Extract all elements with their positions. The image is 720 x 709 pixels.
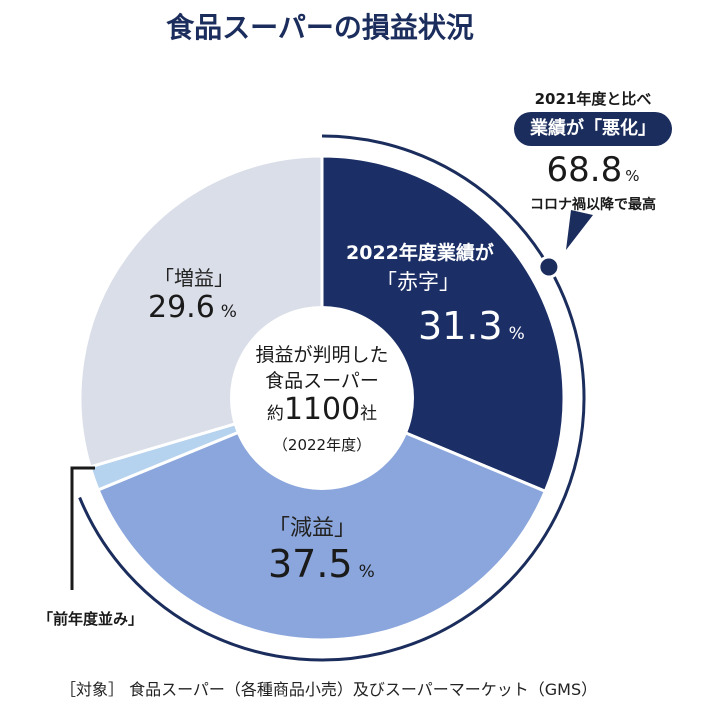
callout-percent: 68.8% bbox=[514, 150, 672, 190]
pct-down: 37.5% bbox=[268, 542, 375, 586]
flat-leader-line bbox=[70, 466, 95, 590]
pct-red: 31.3% bbox=[418, 304, 525, 348]
pct-red-unit: % bbox=[508, 324, 525, 344]
worsened-arc bbox=[78, 134, 586, 662]
center-prefix: 約 bbox=[266, 404, 284, 424]
callout-value: 68.8 bbox=[546, 150, 623, 190]
slice-down bbox=[96, 396, 548, 642]
callout-note: コロナ禍以降で最高 bbox=[530, 197, 656, 213]
label-flat: 「前年度並み」 bbox=[38, 610, 144, 628]
callout-unit: % bbox=[625, 167, 640, 185]
center-year: （2022年度） bbox=[272, 436, 372, 454]
center-line1: 損益が判明した bbox=[255, 344, 389, 366]
pct-down-value: 37.5 bbox=[268, 542, 353, 586]
center-suffix: 社 bbox=[360, 404, 378, 424]
center-hole bbox=[230, 306, 414, 490]
worsened-badge: 業績が「悪化」 bbox=[514, 112, 672, 146]
label-down: 「減益」 bbox=[268, 516, 357, 541]
callout-compare-text: 2021年度と比べ bbox=[534, 90, 652, 108]
label-red-2: 「赤字」 bbox=[376, 270, 460, 294]
pct-up: 29.6% bbox=[148, 290, 237, 325]
center-line2: 食品スーパー bbox=[265, 370, 379, 392]
worsened-arc-dot bbox=[537, 255, 561, 279]
label-up: 「増益」 bbox=[154, 266, 234, 290]
center-count: 約1100社 bbox=[232, 392, 412, 427]
callout-pointer bbox=[566, 210, 593, 250]
pct-up-unit: % bbox=[220, 302, 237, 322]
pct-up-value: 29.6 bbox=[148, 290, 215, 325]
label-red: 2022年度業績が bbox=[346, 242, 494, 264]
footnote: ［対象］ 食品スーパー（各種商品小売）及びスーパーマーケット（GMS） bbox=[60, 680, 598, 699]
chart-title: 食品スーパーの損益状況 bbox=[166, 11, 474, 44]
pct-down-unit: % bbox=[358, 562, 375, 582]
pct-red-value: 31.3 bbox=[418, 304, 503, 348]
center-count-value: 1100 bbox=[283, 392, 361, 427]
